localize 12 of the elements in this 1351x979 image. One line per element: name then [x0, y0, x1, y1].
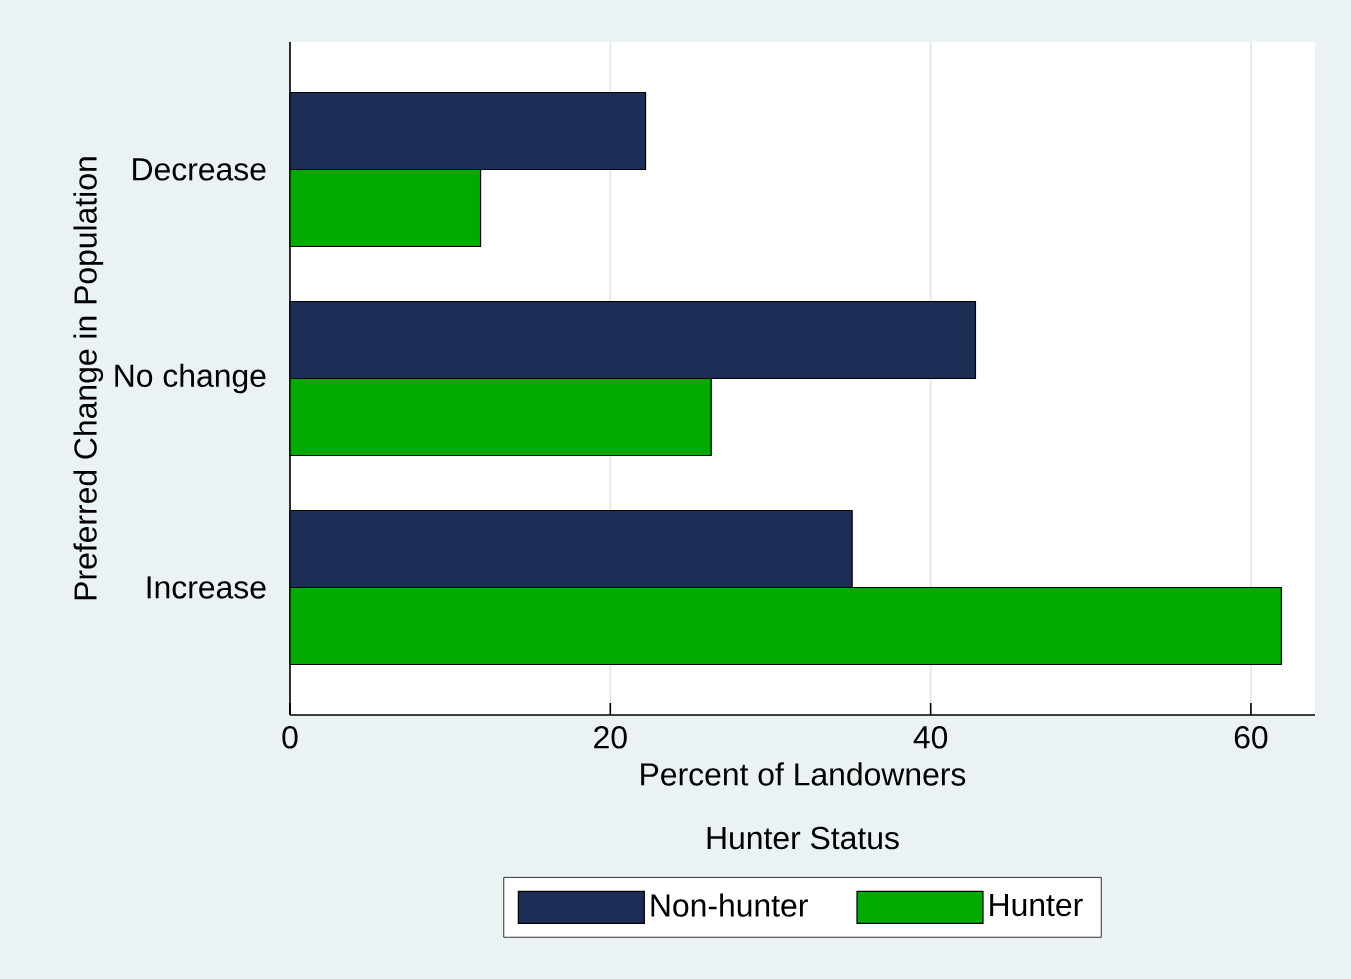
legend-label: Non-hunter	[651, 893, 808, 917]
x-axis-title: Percent of Landowners	[641, 762, 966, 786]
legend-label: Hunter	[990, 893, 1083, 917]
x-tick-label: 20	[594, 726, 627, 749]
x-tick-label: 40	[913, 726, 948, 749]
y-tick-label: No change	[115, 363, 266, 394]
x-tick-label: 60	[1234, 726, 1268, 749]
x-tick-label: 0	[282, 726, 298, 749]
y-tick-label: Decrease	[133, 158, 266, 181]
legend-title: Hunter Status	[707, 826, 899, 850]
y-tick-label: Increase	[147, 576, 266, 599]
y-axis-title: Preferred Change in Population	[73, 157, 104, 600]
